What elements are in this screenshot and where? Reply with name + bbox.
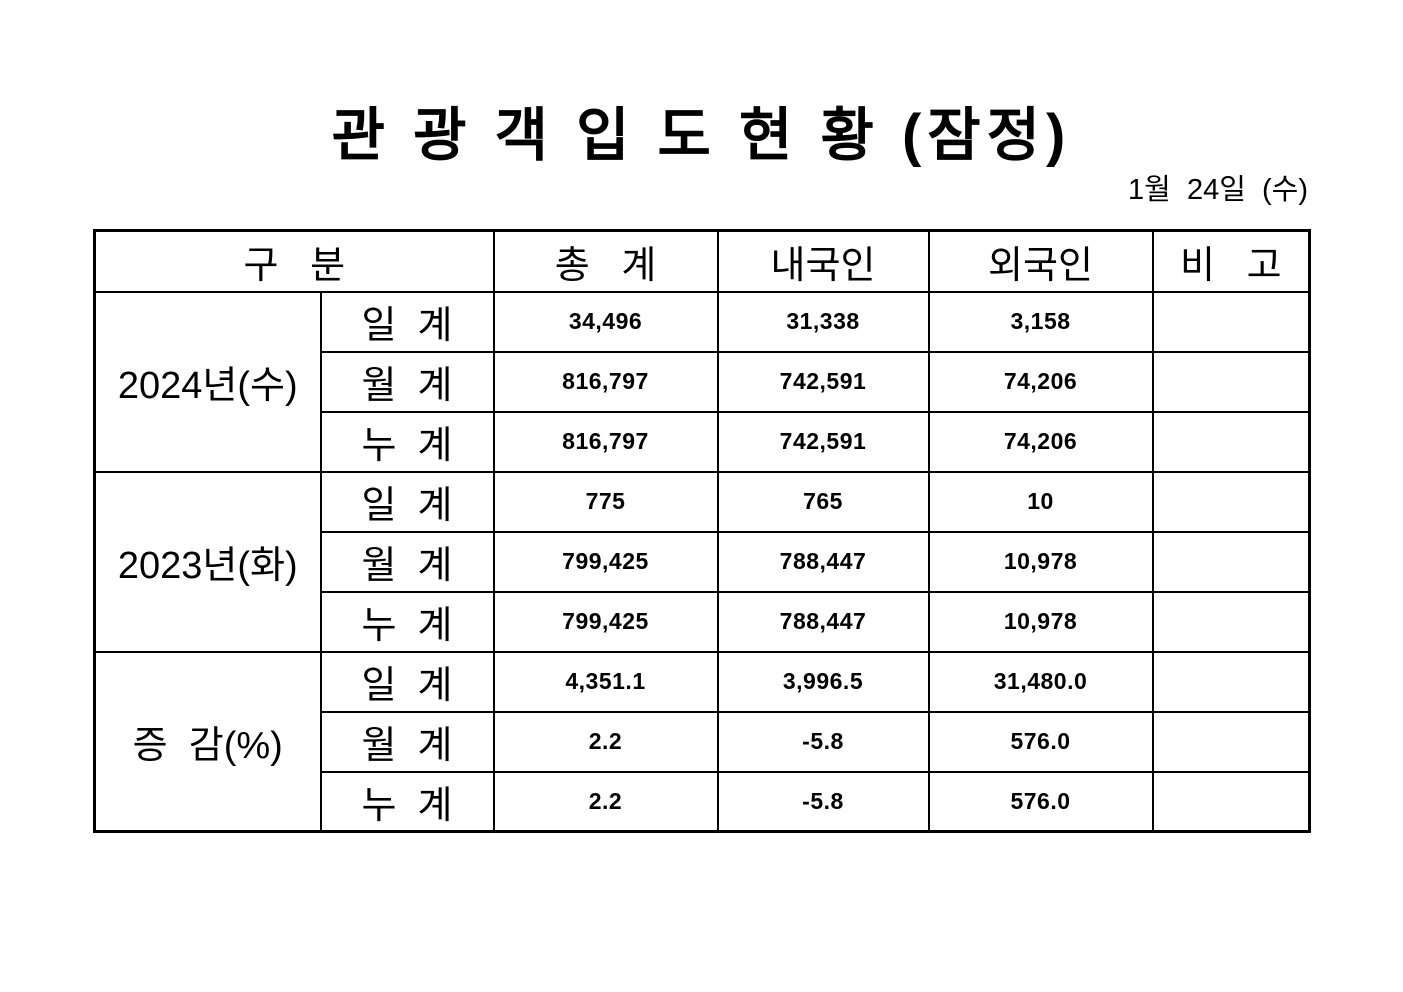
- arrivals-table: 구 분 총 계 내국인 외국인 비 고 2024년(수) 일 계 34,496 …: [93, 229, 1311, 833]
- row-label-cell: 월 계: [319, 350, 495, 413]
- remarks-cell: [1151, 470, 1311, 533]
- table-row: 증 감(%) 일 계 4,351.1 3,996.5 31,480.0: [93, 650, 1311, 833]
- table-row: 월 계 2.2 -5.8 576.0: [95, 710, 1311, 773]
- remarks-cell: [1151, 650, 1311, 713]
- total-cell: 775: [492, 470, 719, 533]
- header-total: 총 계: [492, 229, 719, 293]
- domestic-cell: 31,338: [716, 290, 930, 353]
- row-label-cell: 일 계: [319, 470, 495, 533]
- domestic-cell: 788,447: [716, 590, 930, 653]
- row-label-cell: 월 계: [319, 710, 495, 773]
- table-row: 2023년(화) 일 계 775 765 10: [93, 470, 1311, 653]
- total-cell: 2.2: [492, 770, 719, 833]
- group-label-change: 증 감(%): [93, 650, 322, 833]
- domestic-cell: 3,996.5: [716, 650, 930, 713]
- header-domestic: 내국인: [716, 229, 930, 293]
- header-row: 구 분 총 계 내국인 외국인 비 고: [93, 229, 1311, 293]
- table-row: 누 계 816,797 742,591 74,206: [95, 410, 1311, 473]
- total-cell: 2.2: [492, 710, 719, 773]
- foreign-cell: 10,978: [927, 530, 1154, 593]
- document-title: 관 광 객 입 도 현 황 (잠정): [331, 103, 1072, 168]
- domestic-cell: 788,447: [716, 530, 930, 593]
- row-label-cell: 누 계: [319, 410, 495, 473]
- row-label-cell: 누 계: [319, 770, 495, 833]
- remarks-cell: [1151, 530, 1311, 593]
- report-date: 1월 24일 (수): [1128, 174, 1308, 206]
- total-cell: 799,425: [492, 530, 719, 593]
- row-label-cell: 누 계: [319, 590, 495, 653]
- remarks-cell: [1151, 590, 1311, 653]
- total-cell: 34,496: [492, 290, 719, 353]
- domestic-cell: 742,591: [716, 410, 930, 473]
- header-category: 구 분: [93, 229, 495, 293]
- group-label-2023: 2023년(화): [93, 470, 322, 653]
- row-label-cell: 일 계: [319, 650, 495, 713]
- remarks-cell: [1151, 770, 1311, 833]
- foreign-cell: 576.0: [927, 770, 1154, 833]
- total-cell: 816,797: [492, 410, 719, 473]
- foreign-cell: 10,978: [927, 590, 1154, 653]
- row-label-cell: 월 계: [319, 530, 495, 593]
- total-cell: 816,797: [492, 350, 719, 413]
- table-row: 월 계 816,797 742,591 74,206: [95, 350, 1311, 413]
- total-cell: 799,425: [492, 590, 719, 653]
- table-row: 2024년(수) 일 계 34,496 31,338 3,158: [93, 290, 1311, 473]
- domestic-cell: 742,591: [716, 350, 930, 413]
- remarks-cell: [1151, 710, 1311, 773]
- table-row: 누 계 2.2 -5.8 576.0: [95, 770, 1311, 833]
- foreign-cell: 74,206: [927, 410, 1154, 473]
- group-label-2024: 2024년(수): [93, 290, 322, 473]
- domestic-cell: -5.8: [716, 710, 930, 773]
- domestic-cell: 765: [716, 470, 930, 533]
- row-label-cell: 일 계: [319, 290, 495, 353]
- header-remarks: 비 고: [1151, 229, 1311, 293]
- foreign-cell: 31,480.0: [927, 650, 1154, 713]
- foreign-cell: 576.0: [927, 710, 1154, 773]
- total-cell: 4,351.1: [492, 650, 719, 713]
- domestic-cell: -5.8: [716, 770, 930, 833]
- foreign-cell: 74,206: [927, 350, 1154, 413]
- header-foreign: 외국인: [927, 229, 1154, 293]
- table-row: 누 계 799,425 788,447 10,978: [95, 590, 1311, 653]
- remarks-cell: [1151, 350, 1311, 413]
- table-row: 월 계 799,425 788,447 10,978: [95, 530, 1311, 593]
- remarks-cell: [1151, 290, 1311, 353]
- remarks-cell: [1151, 410, 1311, 473]
- foreign-cell: 3,158: [927, 290, 1154, 353]
- foreign-cell: 10: [927, 470, 1154, 533]
